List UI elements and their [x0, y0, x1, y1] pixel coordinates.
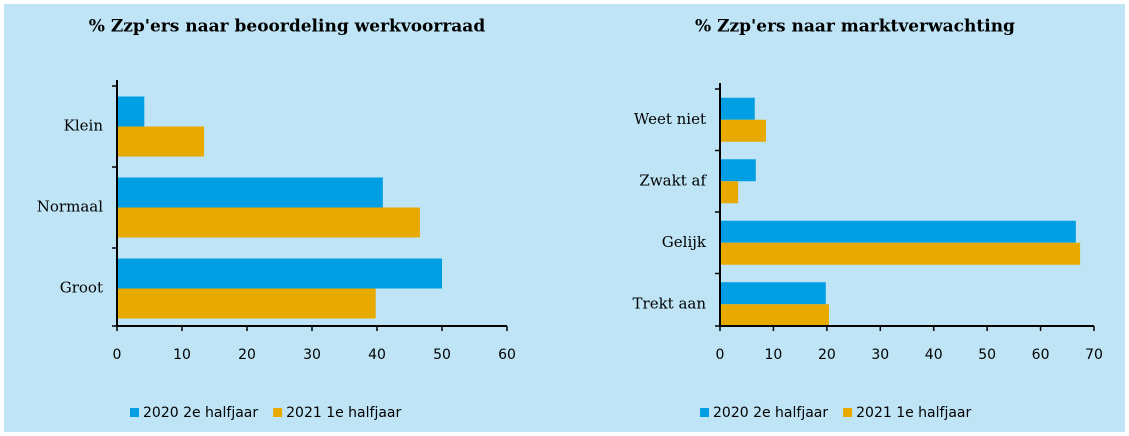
bar: [117, 177, 383, 208]
x-tick-label: 10: [765, 347, 783, 363]
bar: [720, 220, 1076, 243]
bar: [720, 119, 766, 142]
bar: [117, 258, 442, 289]
bar: [720, 97, 755, 120]
legend-swatch: [843, 408, 853, 417]
legend-swatch: [700, 408, 709, 417]
bar: [720, 159, 756, 182]
x-tick-label: 30: [303, 347, 321, 363]
x-tick-label: 40: [368, 347, 386, 363]
category-label: Gelijk: [662, 233, 707, 251]
legend-label: 2020 2e halfjaar: [713, 405, 828, 421]
bar: [117, 207, 420, 238]
x-tick-label: 20: [818, 347, 836, 363]
chart-title: % Zzp'ers naar marktverwachting: [695, 17, 1015, 37]
category-label: Normaal: [37, 198, 103, 216]
legend-swatch: [273, 408, 283, 417]
legend-label: 2021 1e halfjaar: [856, 405, 971, 421]
bar: [117, 126, 205, 157]
category-label: Zwakt af: [639, 171, 707, 189]
bar: [720, 304, 829, 327]
x-tick-label: 10: [173, 347, 191, 363]
category-label: Trekt aan: [633, 294, 707, 312]
chart-title: % Zzp'ers naar beoordeling werkvoorraad: [89, 17, 486, 37]
category-label: Klein: [64, 117, 104, 135]
bar: [117, 288, 376, 319]
category-label: Groot: [60, 279, 103, 297]
bar: [720, 181, 739, 204]
x-tick-label: 40: [925, 347, 943, 363]
x-tick-label: 70: [1085, 347, 1103, 363]
x-tick-label: 0: [113, 347, 122, 363]
bar: [720, 282, 826, 305]
category-label: Weet niet: [634, 110, 706, 128]
x-tick-label: 50: [433, 347, 451, 363]
x-tick-label: 60: [498, 347, 516, 363]
bar: [720, 242, 1081, 265]
legend-swatch: [130, 408, 139, 417]
x-tick-label: 0: [716, 347, 725, 363]
bar: [117, 96, 145, 127]
x-tick-label: 50: [978, 347, 996, 363]
legend-label: 2020 2e halfjaar: [143, 405, 258, 421]
x-tick-label: 60: [1032, 347, 1050, 363]
legend-label: 2021 1e halfjaar: [286, 405, 401, 421]
x-tick-label: 20: [238, 347, 256, 363]
x-tick-label: 30: [871, 347, 889, 363]
